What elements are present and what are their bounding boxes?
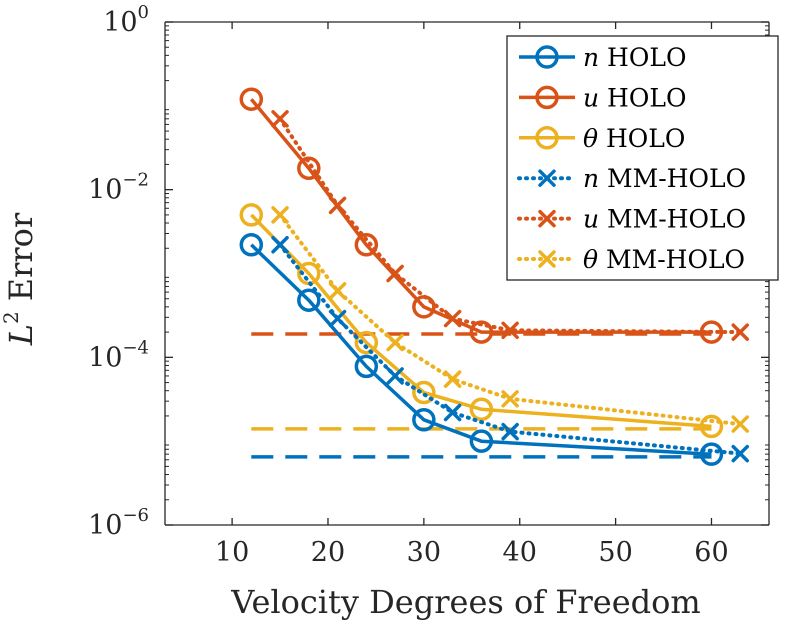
data-point-x — [328, 282, 347, 300]
y-axis-title: L2 Error — [0, 212, 40, 346]
data-point-circle — [412, 408, 436, 432]
legend-box — [506, 35, 779, 281]
legend-item: θ MM-HOLO — [517, 245, 745, 274]
y-tick-label: 100 — [103, 2, 149, 38]
data-point-x — [501, 422, 519, 441]
data-point-circle — [699, 414, 724, 439]
data-point-circle — [469, 429, 494, 453]
x-tick-label: 20 — [311, 537, 345, 568]
x-tick-label: 60 — [694, 537, 728, 568]
data-point-x — [328, 196, 347, 215]
data-point-circle — [239, 233, 264, 257]
series-line — [250, 243, 712, 456]
series-line — [250, 213, 712, 429]
data-point-x — [538, 209, 556, 228]
data-point-circle — [469, 320, 494, 344]
legend-label: u MM-HOLO — [583, 205, 746, 234]
y-tick-label: 10−4 — [88, 337, 149, 373]
data-point-x — [538, 250, 556, 268]
x-axis-title: Velocity Degrees of Freedom — [230, 583, 700, 621]
legend-label: θ MM-HOLO — [583, 245, 745, 274]
data-point-circle — [354, 233, 379, 257]
plot-area — [164, 21, 770, 526]
series-line — [278, 212, 743, 427]
data-point-x — [731, 444, 749, 463]
data-point-circle — [239, 203, 264, 227]
y-axis-title-symbol: L — [2, 324, 40, 346]
data-point-circle — [297, 156, 321, 181]
data-point-x — [538, 169, 556, 187]
series-line — [278, 116, 743, 335]
data-point-circle — [297, 288, 321, 312]
legend-label: θ HOLO — [583, 124, 685, 153]
data-point-x — [386, 264, 404, 283]
series-holo-circle — [239, 233, 724, 466]
data-point-circle — [469, 397, 494, 422]
data-point-circle — [535, 45, 559, 69]
legend-item: u HOLO — [519, 83, 686, 112]
y-axis-title-text: Error — [2, 212, 40, 301]
data-point-x — [443, 309, 462, 328]
data-point-x — [328, 309, 347, 328]
data-point-circle — [535, 126, 559, 150]
data-point-x — [271, 110, 289, 128]
data-point-x — [731, 323, 749, 341]
data-point-x — [386, 333, 404, 352]
x-tick-label: 10 — [215, 537, 249, 568]
data-point-circle — [239, 87, 264, 111]
y-tick-label: 10−2 — [88, 170, 149, 206]
data-point-circle — [699, 442, 724, 466]
data-point-x — [443, 403, 462, 422]
data-point-x — [271, 206, 289, 224]
data-point-x — [271, 236, 289, 254]
data-point-circle — [535, 85, 559, 110]
data-point-x — [501, 321, 519, 340]
data-point-x — [386, 367, 404, 385]
y-tick-label: 10−6 — [88, 505, 149, 541]
legend-label: u HOLO — [583, 83, 686, 112]
y-axis-title-superscript: 2 — [0, 311, 23, 324]
series-mm-holo-x — [271, 206, 749, 433]
legend-item: u MM-HOLO — [517, 205, 746, 234]
x-axis-ticks: 10 20 30 40 50 60 — [215, 22, 729, 568]
x-tick-label: 50 — [598, 537, 632, 568]
x-tick-label: 30 — [407, 537, 441, 568]
data-point-circle — [354, 354, 379, 379]
data-point-x — [501, 390, 519, 408]
x-tick-label: 40 — [503, 537, 537, 568]
legend-label: n MM-HOLO — [583, 164, 746, 193]
series-line — [278, 242, 743, 456]
legend: n HOLO u HOLO θ HOLO n MM-HOLO u MM-HOLO θ MM… — [506, 35, 779, 281]
legend-item: n MM-HOLO — [517, 164, 746, 193]
series-mm-holo-x — [271, 110, 749, 341]
data-point-circle — [412, 380, 436, 405]
legend-label: n HOLO — [583, 43, 686, 72]
legend-item: n HOLO — [519, 43, 686, 72]
data-point-x — [443, 370, 462, 388]
series-mm-holo-x — [271, 236, 749, 463]
data-point-x — [731, 415, 749, 433]
data-point-circle — [354, 330, 379, 355]
legend-item: θ HOLO — [519, 124, 685, 153]
